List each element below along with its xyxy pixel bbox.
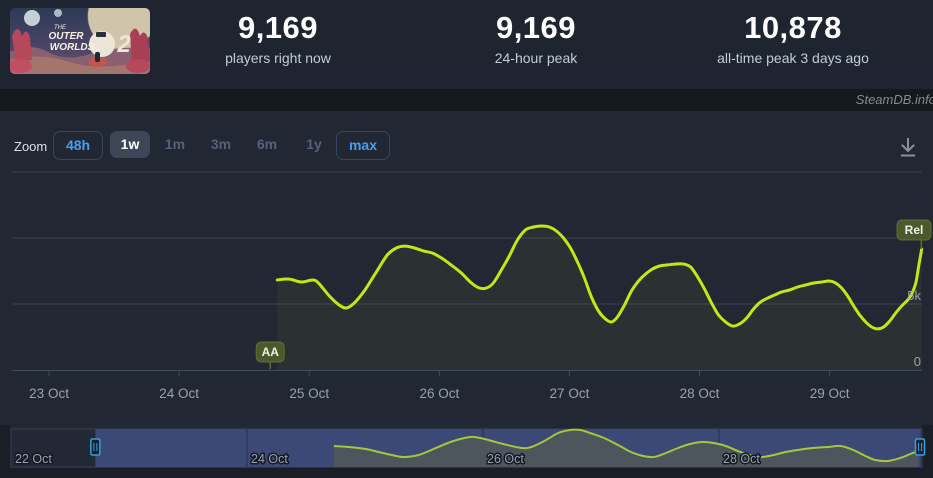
stat-24h-peak: 9,169 24-hour peak [416,10,656,67]
flag-box[interactable] [896,219,932,241]
navigator-date-label: 22 Oct [15,452,52,466]
handle-grip[interactable] [914,438,926,456]
navigator-area-fill [333,429,919,467]
game-banner-art: THE OUTER WORLDS 2 [10,8,150,74]
navigator-right-gutter [922,425,933,478]
y-axis-label-5k: 5k [907,288,921,303]
stat-24h-peak-value: 9,169 [495,10,577,45]
navigator-handle-left[interactable] [90,438,101,456]
zoom-label: Zoom [14,139,48,154]
navigator-left-gutter [0,425,11,478]
zoom-button-1m[interactable]: 1m [164,136,186,152]
steamdb-watermark: SteamDB.info [855,92,933,107]
zoom-button-3m[interactable]: 3m [210,136,232,152]
flag-label: Rel [905,223,924,237]
x-axis-label: 28 Oct [680,386,720,401]
flag-rel[interactable]: Rel [896,219,932,249]
stat-players-now-value: 9,169 [237,10,319,45]
x-axis-label: 25 Oct [289,386,329,401]
x-axis-label: 26 Oct [419,386,459,401]
navigator-date-label: 24 Oct [251,452,288,466]
zoom-button-48h[interactable]: 48h [53,131,103,160]
flag-label: AA [262,345,280,359]
stat-alltime-peak: 10,878 all-time peak 3 days ago [673,10,913,67]
banner-title-the: THE [54,25,67,31]
handle-grip[interactable] [90,438,101,456]
players-area-fill [277,226,922,370]
navigator-date-label: 28 Oct [723,452,760,466]
stat-players-now-label: players right now [225,50,331,66]
navigator-bottom-gutter [0,468,933,478]
zoom-button-6m[interactable]: 6m [256,136,278,152]
stat-alltime-peak-label: all-time peak 3 days ago [717,50,869,66]
navigator-date-label: 26 Oct [487,452,524,466]
flag-aa[interactable]: AA [255,341,285,369]
zoom-button-max[interactable]: max [336,131,390,160]
stat-24h-peak-label: 24-hour peak [494,50,578,66]
watermark-strip: SteamDB.info [0,89,933,111]
flag-box[interactable] [255,341,285,363]
zoom-button-1y[interactable]: 1y [306,136,322,152]
banner-title-numeral: 2 [116,31,131,58]
banner-title-outer: OUTER [49,31,85,42]
stats-header: THE OUTER WORLDS 2 9,169 players right n… [0,0,933,89]
y-axis-label-0: 0 [914,354,921,369]
stat-players-now: 9,169 players right now [158,10,398,67]
x-axis-label: 29 Oct [810,386,850,401]
navigator-handle-right[interactable] [914,438,926,456]
navigator-line-series [333,428,919,463]
players-line-series[interactable] [275,224,924,331]
chart-toolbar: Zoom 48h 1w 1m 3m 6m 1y max [0,111,933,171]
download-icon[interactable] [897,136,919,160]
game-banner[interactable]: THE OUTER WORLDS 2 [10,8,150,74]
x-axis-label: 23 Oct [29,386,69,401]
x-axis-label: 27 Oct [550,386,590,401]
x-axis-label: 24 Oct [159,386,199,401]
zoom-button-1w[interactable]: 1w [110,131,150,158]
banner-title-worlds: WORLDS [50,42,95,53]
stat-alltime-peak-value: 10,878 [744,10,842,45]
